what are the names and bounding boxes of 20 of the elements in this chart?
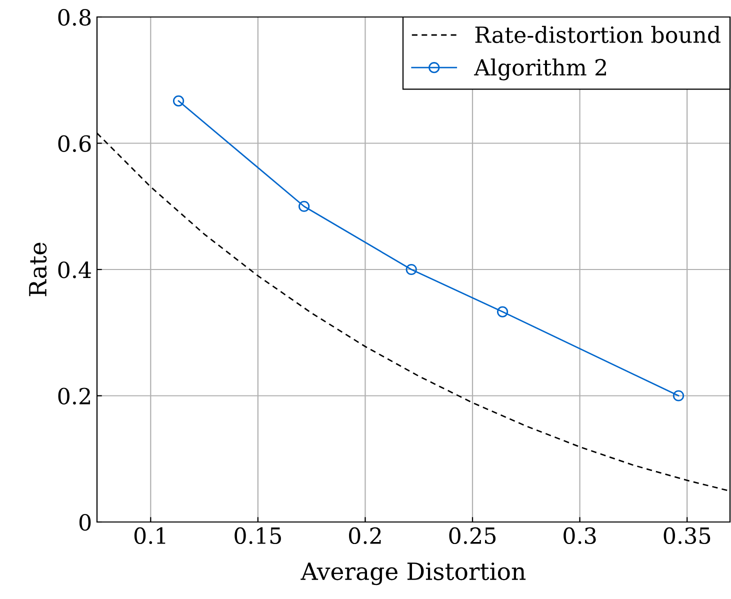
x-tick-label: 0.2 xyxy=(349,527,381,544)
x-tick-label: 0.3 xyxy=(564,527,596,544)
y-tick-label: 0.4 xyxy=(58,261,92,278)
legend-label: Rate-distortion bound xyxy=(475,26,720,44)
x-tick-label: 0.1 xyxy=(134,527,166,544)
point xyxy=(496,306,508,318)
x-tick-label: 0.15 xyxy=(234,527,281,544)
x-tick-label: 0.35 xyxy=(664,527,710,544)
y-tick-label: 0.2 xyxy=(58,388,90,405)
x-axis-title: Average Distortion xyxy=(300,562,526,586)
y-axis-title: Rate xyxy=(29,242,47,296)
point xyxy=(172,95,184,107)
x-tick-label: 0.25 xyxy=(449,527,496,544)
y-tick-label: 0.6 xyxy=(58,135,91,152)
legend-label: Algorithm 2 xyxy=(474,58,606,80)
point xyxy=(406,264,417,276)
point xyxy=(672,390,684,402)
y-tick-label: 0 xyxy=(79,514,91,531)
y-tick-label: 0.8 xyxy=(58,8,91,26)
point xyxy=(298,200,310,212)
